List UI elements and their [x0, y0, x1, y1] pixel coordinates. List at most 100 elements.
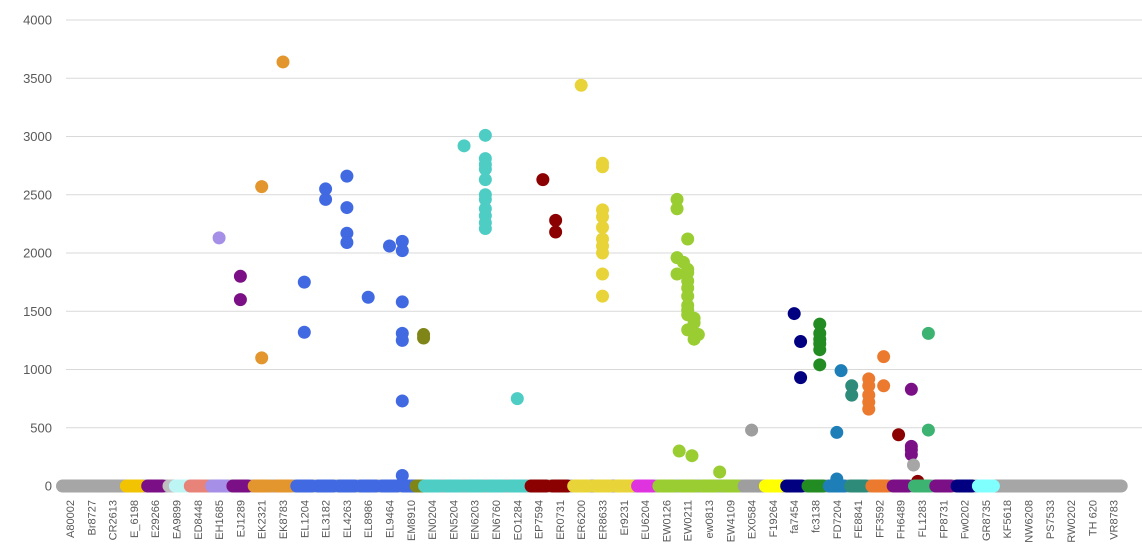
data-point [503, 479, 532, 493]
x-tick-label: E29266 [150, 500, 162, 538]
y-tick-label: 2500 [23, 187, 52, 202]
data-point [993, 479, 1022, 493]
x-tick-label: A80002 [65, 500, 77, 538]
x-tick-label: FD7204 [832, 500, 844, 539]
data-point [98, 479, 127, 493]
data-point [865, 479, 894, 493]
x-tick-label: EU6204 [640, 500, 652, 540]
data-point [311, 479, 340, 493]
data-point [354, 479, 383, 493]
data-point [439, 479, 468, 493]
x-tick-label: EL4263 [342, 500, 354, 538]
data-point [670, 267, 684, 281]
data-point [183, 479, 212, 493]
data-point [545, 479, 574, 493]
x-tick-label: EL1204 [299, 500, 311, 538]
x-tick-label: F19264 [768, 500, 780, 537]
data-point [549, 213, 563, 227]
data-point [596, 246, 609, 260]
data-point [457, 139, 471, 153]
data-point [233, 293, 247, 307]
x-tick-label: EO1284 [512, 500, 524, 540]
y-tick-label: 3000 [23, 129, 52, 144]
y-tick-label: 4000 [23, 13, 52, 28]
data-point [478, 192, 492, 206]
data-point [822, 479, 851, 493]
x-tick-label: EN6760 [491, 500, 503, 540]
data-point [269, 479, 297, 493]
data-point [801, 479, 830, 493]
data-point [596, 220, 609, 234]
data-point [681, 232, 695, 246]
data-point [745, 423, 759, 437]
data-point [395, 244, 409, 258]
data-point [1099, 479, 1128, 493]
x-tick-label: EW4109 [725, 500, 737, 542]
data-point [1035, 479, 1064, 493]
data-point [834, 364, 848, 378]
x-tick-label: EW0211 [683, 500, 695, 541]
data-point [77, 479, 106, 493]
data-point [596, 289, 609, 303]
data-point [395, 333, 409, 347]
data-point [418, 479, 447, 493]
data-point [713, 465, 727, 479]
data-point [862, 402, 876, 416]
data-point [672, 444, 686, 458]
data-point [524, 479, 553, 493]
x-tick-label: fc3138 [811, 500, 823, 533]
data-point [340, 201, 354, 215]
x-tick-label: EL8986 [363, 500, 375, 538]
data-point [319, 192, 333, 206]
data-point [921, 423, 935, 437]
data-point [813, 343, 827, 357]
data-point [332, 479, 361, 493]
data-point [56, 479, 84, 493]
y-tick-label: 1500 [23, 304, 52, 319]
data-point [205, 479, 234, 493]
data-point [119, 479, 148, 493]
x-tick-label: EJ1289 [235, 500, 247, 537]
data-point [687, 332, 701, 346]
x-tick-label: EK2321 [257, 500, 269, 539]
data-point [340, 226, 354, 240]
x-tick-label: fa7454 [789, 500, 801, 534]
data-point [460, 479, 489, 493]
data-point [233, 269, 247, 283]
data-point [904, 448, 918, 462]
data-point [574, 78, 588, 92]
x-tick-label: GR8735 [981, 500, 993, 541]
data-point [212, 231, 226, 245]
data-point [844, 479, 873, 493]
data-point [478, 222, 492, 236]
data-point [971, 479, 1000, 493]
x-tick-label: KF5618 [1002, 500, 1014, 539]
data-point [845, 379, 859, 393]
data-point [141, 479, 170, 493]
x-axis-tick-labels: A80002 Br8727 CR2613 E_6198 E29266 EA9899 ED84… [65, 500, 1121, 543]
y-tick-label: 1000 [23, 362, 52, 377]
data-point [549, 225, 563, 239]
data-point [596, 210, 609, 224]
data-point [395, 469, 409, 483]
x-tick-label: Fw0202 [960, 500, 972, 539]
y-tick-label: 2000 [23, 246, 52, 261]
data-point [319, 182, 333, 196]
x-tick-label: FF3592 [874, 500, 886, 538]
x-tick-label: FL1283 [917, 500, 929, 537]
data-point [255, 180, 269, 194]
data-point [681, 289, 695, 303]
data-point [1057, 479, 1086, 493]
x-tick-label: ER8633 [598, 500, 610, 540]
data-point [588, 479, 617, 493]
x-tick-label: EL9464 [385, 500, 397, 538]
data-point [813, 317, 827, 331]
data-point [226, 479, 255, 493]
x-tick-label: EL3182 [321, 500, 333, 538]
x-tick-label: EN5204 [448, 500, 460, 540]
data-point [290, 479, 319, 493]
data-point [670, 202, 684, 216]
x-tick-label: EW0126 [661, 500, 673, 542]
data-point [695, 479, 723, 493]
